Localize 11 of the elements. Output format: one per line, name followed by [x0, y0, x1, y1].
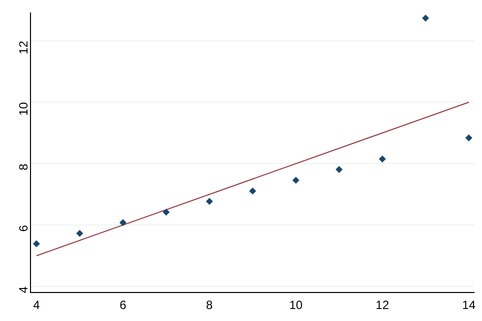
- x-tick-label: 12: [376, 298, 390, 312]
- x-tick-label: 4: [33, 298, 40, 312]
- y-tick-label: 10: [16, 102, 31, 116]
- y-tick-label: 4: [16, 286, 31, 294]
- y-tick-label: 12: [16, 40, 31, 54]
- x-tick-label: 10: [289, 298, 303, 312]
- x-tick-label: 6: [120, 298, 127, 312]
- x-tick-label: 8: [206, 298, 214, 312]
- y-tick-label: 8: [16, 163, 31, 170]
- x-tick-label: 14: [462, 298, 476, 312]
- y-tick-label: 6: [16, 224, 31, 232]
